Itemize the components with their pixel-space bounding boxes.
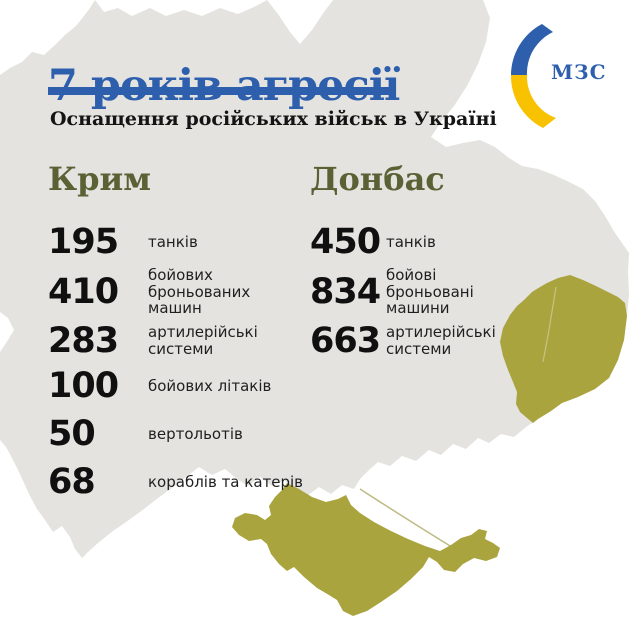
crescent-bottom-yellow-icon: [510, 75, 556, 128]
stat-label: бойові броньовані машини: [386, 265, 474, 318]
crescent-top-blue-icon: [511, 24, 553, 75]
mfa-logo-text: МЗС: [551, 60, 607, 84]
stat-value: 834: [310, 271, 381, 312]
stat-row-crimea-ships: 68 кораблів та катерів: [48, 452, 303, 512]
stat-row-donbas-armored: 834 бойові броньовані машини: [310, 262, 474, 322]
crimea-region-shape: [232, 483, 500, 616]
stat-row-crimea-tanks: 195 танків: [48, 212, 198, 272]
donbas-column: Донбас 450 танків 834 бойові броньовані …: [310, 0, 610, 620]
page-title: 7 років агресії: [48, 60, 400, 111]
stat-value: 100: [48, 365, 119, 406]
donbas-oblast-border: [542, 286, 557, 363]
donbas-region-shape: [500, 275, 627, 423]
stat-row-crimea-artillery: 283 артилерійські системи: [48, 311, 258, 371]
stat-row-crimea-armored: 410 бойових броньованих машин: [48, 262, 250, 322]
crimea-column: Крим 195 танків 410 бойових броньованих …: [48, 0, 303, 620]
stat-value: 283: [48, 320, 119, 361]
stat-value: 195: [48, 221, 119, 262]
stat-label: бойових літаків: [148, 376, 272, 395]
stat-label: артилерійські системи: [386, 323, 496, 358]
column-title-donbas: Донбас: [310, 160, 445, 198]
stat-row-crimea-aircraft: 100 бойових літаків: [48, 356, 271, 416]
stat-value: 68: [48, 461, 96, 502]
stat-label: танків: [148, 232, 198, 251]
stat-label: кораблів та катерів: [148, 472, 304, 491]
page-subtitle: Оснащення російських військ в Україні: [50, 108, 497, 130]
stat-row-crimea-helicopters: 50 вертольотів: [48, 404, 243, 464]
stat-row-donbas-tanks: 450 танків: [310, 212, 436, 272]
stat-row-donbas-artillery: 663 артилерійські системи: [310, 311, 496, 371]
stat-label: бойових броньованих машин: [148, 265, 251, 318]
title-underline: [48, 87, 395, 95]
column-title-crimea: Крим: [48, 160, 152, 198]
mfa-logo-crescent: [510, 24, 556, 128]
stat-value: 663: [310, 320, 381, 361]
stat-label: вертольотів: [148, 424, 243, 443]
arabat-spit-line: [359, 488, 456, 550]
stat-label: артилерійські системи: [148, 323, 258, 358]
stat-label: танків: [386, 232, 436, 251]
stat-value: 410: [48, 271, 119, 312]
ukraine-mainland-shape: [0, 0, 629, 558]
stat-value: 50: [48, 413, 96, 454]
stat-value: 450: [310, 221, 381, 262]
